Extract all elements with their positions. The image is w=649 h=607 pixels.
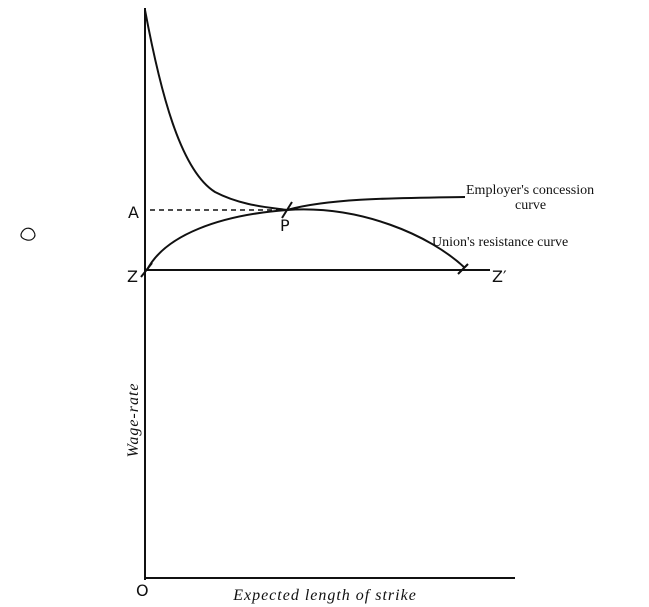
point-label: Z′ <box>492 267 507 286</box>
employer-curve <box>144 9 466 212</box>
z-tick <box>140 262 153 278</box>
point-label: O <box>136 581 149 600</box>
point-label: P <box>280 216 290 235</box>
curve-label: Union's resistance curve <box>432 235 568 250</box>
y-axis-label: Wage-rate <box>125 382 142 457</box>
union-curve <box>146 208 466 271</box>
stray-mark <box>20 227 36 241</box>
point-label: Z <box>127 267 138 286</box>
curve-label: curve <box>515 198 546 213</box>
z-prime-tick <box>457 263 469 275</box>
x-axis-label: Expected length of strike <box>232 587 417 604</box>
point-label: A <box>128 203 139 222</box>
curve-label: Employer's concession <box>466 183 594 198</box>
p-tick <box>281 201 293 219</box>
